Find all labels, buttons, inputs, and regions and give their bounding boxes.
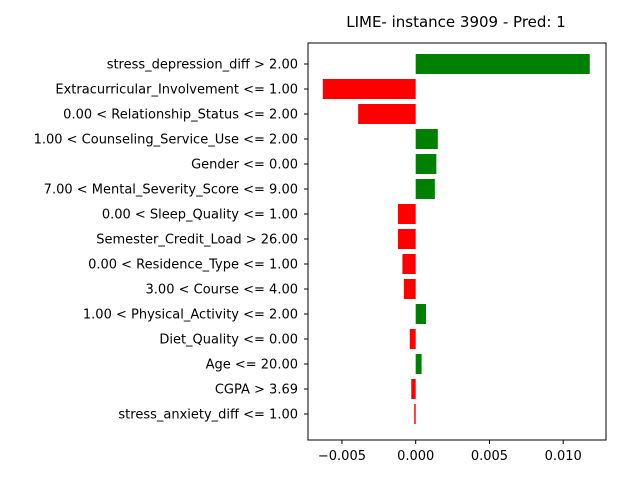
x-ticks-group: −0.005 0.000 0.005 0.010 bbox=[318, 440, 582, 464]
y-tick-label: Age <= 20.00 bbox=[206, 358, 298, 373]
bar bbox=[358, 104, 416, 124]
y-tick-label: Gender <= 0.00 bbox=[191, 158, 298, 173]
bar bbox=[414, 404, 416, 424]
y-tick-label: 0.00 < Relationship_Status <= 2.00 bbox=[63, 108, 298, 123]
x-tick-label: 0.000 bbox=[397, 449, 434, 464]
y-tick-label: Diet_Quality <= 0.00 bbox=[159, 333, 298, 348]
y-tick-label: 3.00 < Course <= 4.00 bbox=[146, 283, 298, 298]
bars-group bbox=[322, 54, 590, 424]
y-tick-label: CGPA > 3.69 bbox=[215, 383, 298, 398]
plot-frame bbox=[307, 42, 607, 441]
bar bbox=[415, 154, 437, 174]
chart-title: LIME- instance 3909 - Pred: 1 bbox=[346, 13, 566, 31]
x-tick-label: 0.005 bbox=[471, 449, 508, 464]
y-tick-label: Semester_Credit_Load > 26.00 bbox=[96, 233, 298, 248]
y-tick-label: stress_anxiety_diff <= 1.00 bbox=[118, 408, 298, 423]
bar bbox=[415, 129, 438, 149]
bar bbox=[397, 204, 416, 224]
y-tick-label: stress_depression_diff > 2.00 bbox=[107, 58, 298, 73]
y-tick-label: 0.00 < Sleep_Quality <= 1.00 bbox=[102, 208, 298, 223]
y-tick-label: 1.00 < Counseling_Service_Use <= 2.00 bbox=[34, 133, 298, 148]
bar bbox=[415, 54, 590, 74]
x-tick-label: −0.005 bbox=[318, 449, 366, 464]
y-tick-label: Extracurricular_Involvement <= 1.00 bbox=[55, 83, 298, 98]
bar bbox=[397, 229, 416, 249]
bar bbox=[415, 304, 427, 324]
y-tick-label: 7.00 < Mental_Severity_Score <= 9.00 bbox=[44, 183, 298, 198]
bar bbox=[415, 354, 422, 374]
bar bbox=[411, 379, 416, 399]
bar bbox=[409, 329, 416, 349]
bar bbox=[415, 179, 435, 199]
bar bbox=[403, 279, 416, 299]
x-tick-label: 0.010 bbox=[545, 449, 582, 464]
bar bbox=[402, 254, 416, 274]
bar bbox=[322, 79, 416, 99]
y-tick-label: 0.00 < Residence_Type <= 1.00 bbox=[88, 258, 298, 273]
y-tick-label: 1.00 < Physical_Activity <= 2.00 bbox=[83, 308, 298, 323]
y-ticks-group: stress_depression_diff > 2.00 Extracurric… bbox=[34, 58, 308, 423]
